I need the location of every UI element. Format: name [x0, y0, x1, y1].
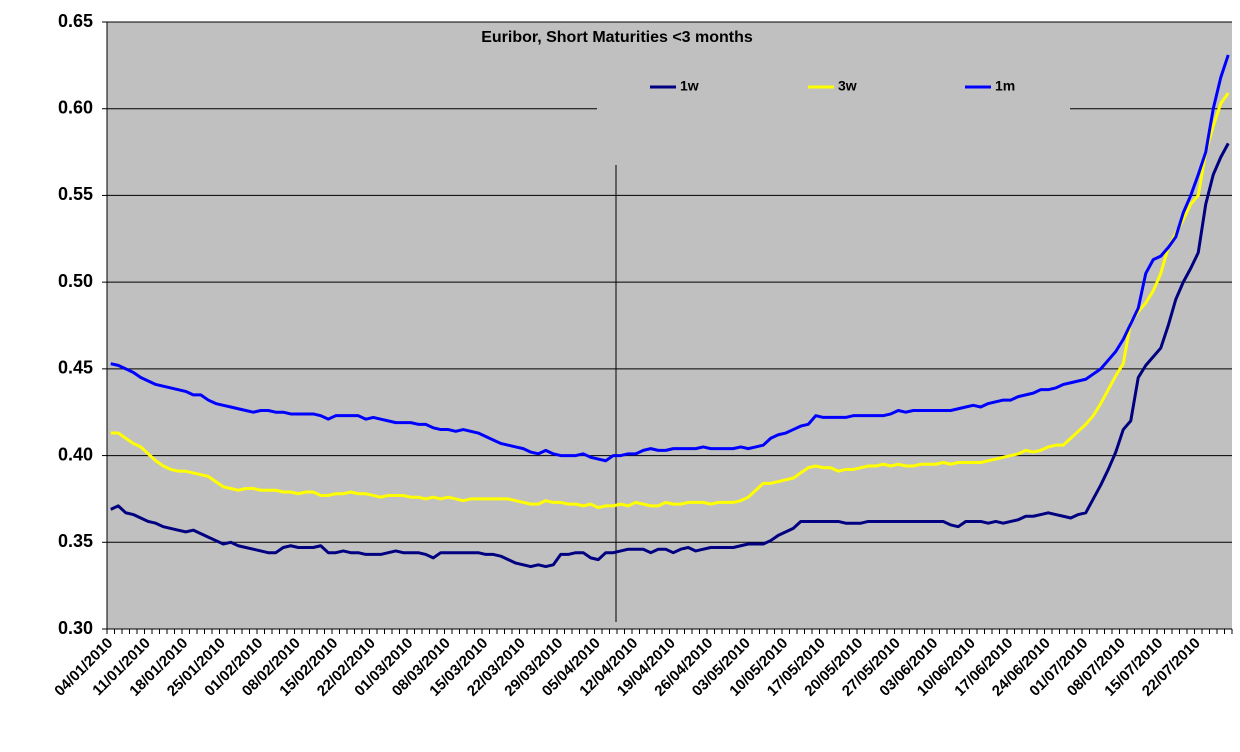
grid [107, 21, 1232, 630]
y-tick-label: 0.30 [58, 618, 93, 638]
chart-title: Euribor, Short Maturities <3 months [481, 29, 753, 46]
y-tick-label: 0.65 [58, 11, 93, 31]
series-line [110, 54, 1230, 463]
y-tick-label: 0.35 [58, 531, 93, 551]
plot-area [107, 22, 1232, 629]
legend-label: 1m [995, 78, 1015, 94]
y-tick-label: 0.60 [58, 97, 93, 117]
legend-label: 1w [680, 78, 699, 94]
y-tick-label: 0.55 [58, 184, 93, 204]
y-tick-label: 0.40 [58, 444, 93, 464]
y-tick-label: 0.45 [58, 358, 93, 378]
legend-label: 3w [838, 78, 857, 94]
legend-box [597, 66, 1070, 112]
series-line [110, 92, 1230, 510]
series-line [110, 142, 1230, 569]
y-tick-label: 0.50 [58, 271, 93, 291]
